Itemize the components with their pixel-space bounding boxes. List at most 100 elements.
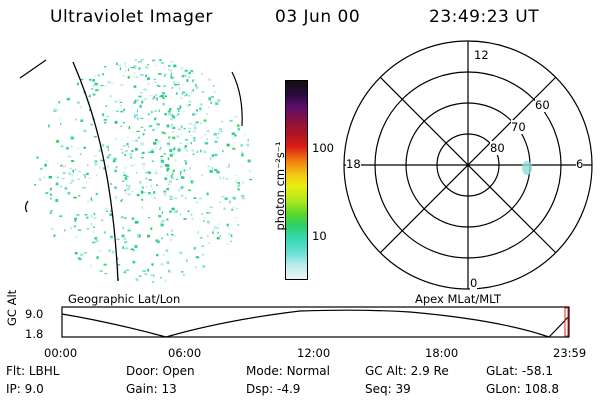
- emission-pixel: [178, 110, 180, 112]
- emission-pixel: [88, 95, 91, 97]
- emission-pixel: [50, 197, 52, 200]
- emission-pixel: [166, 168, 169, 172]
- emission-pixel: [172, 115, 176, 119]
- emission-pixel: [114, 169, 117, 172]
- emission-pixel: [160, 165, 163, 168]
- emission-pixel: [207, 166, 211, 168]
- emission-pixel: [183, 274, 185, 276]
- emission-pixel: [74, 252, 78, 255]
- emission-pixel: [190, 182, 194, 184]
- emission-pixel: [169, 195, 173, 199]
- emission-pixel: [69, 182, 73, 184]
- emission-pixel: [141, 59, 145, 61]
- emission-pixel: [148, 217, 151, 219]
- emission-pixel: [117, 265, 120, 268]
- emission-pixel: [190, 135, 192, 137]
- emission-pixel: [235, 217, 238, 219]
- emission-pixel: [130, 248, 134, 251]
- gain-field: Gain: 13: [126, 382, 177, 396]
- emission-pixel: [120, 148, 123, 150]
- emission-pixel: [209, 206, 213, 208]
- emission-pixel: [201, 91, 205, 93]
- emission-pixel: [152, 128, 155, 132]
- emission-pixel: [142, 162, 146, 166]
- emission-pixel: [128, 126, 131, 130]
- emission-pixel: [130, 190, 134, 193]
- emission-pixel: [148, 83, 150, 85]
- emission-pixel: [154, 172, 158, 175]
- emission-pixel: [171, 118, 173, 120]
- emission-pixel: [192, 130, 197, 133]
- emission-pixel: [206, 212, 210, 214]
- emission-pixel: [168, 65, 171, 67]
- emission-pixel: [234, 198, 236, 200]
- emission-pixel: [206, 192, 209, 196]
- altitude-plot-frame: [61, 306, 570, 338]
- emission-pixel: [62, 171, 66, 175]
- emission-pixel: [93, 212, 96, 216]
- emission-pixel: [181, 125, 183, 128]
- mlt-label-18: 18: [346, 157, 361, 171]
- emission-pixel: [140, 158, 144, 160]
- emission-pixel: [60, 122, 62, 125]
- emission-pixel: [87, 200, 89, 203]
- emission-pixel: [183, 147, 186, 150]
- emission-pixel: [241, 195, 245, 197]
- emission-pixel: [179, 87, 181, 90]
- emission-pixel: [228, 163, 230, 167]
- emission-pixel: [136, 116, 139, 119]
- emission-pixel: [172, 234, 176, 237]
- emission-pixel: [229, 120, 233, 122]
- emission-pixel: [127, 68, 129, 72]
- emission-pixel: [166, 219, 168, 221]
- emission-pixel: [105, 210, 108, 212]
- emission-pixel: [67, 155, 71, 158]
- emission-pixel: [154, 110, 157, 112]
- emission-pixel: [89, 177, 91, 180]
- colorbar-tick-100: 100: [312, 141, 334, 155]
- emission-pixel: [212, 231, 214, 234]
- emission-pixel: [109, 95, 112, 98]
- emission-pixel: [123, 108, 126, 111]
- emission-pixel: [234, 134, 237, 137]
- emission-pixel: [140, 142, 144, 146]
- emission-pixel: [109, 235, 113, 239]
- emission-pixel: [190, 180, 193, 183]
- emission-pixel: [173, 81, 175, 84]
- emission-pixel: [196, 201, 198, 203]
- emission-pixel: [237, 185, 240, 188]
- emission-pixel: [156, 184, 158, 186]
- altitude-curve: [61, 309, 570, 338]
- emission-pixel: [222, 149, 224, 152]
- emission-pixel: [164, 177, 168, 180]
- emission-pixel: [144, 129, 146, 131]
- emission-pixel: [180, 176, 185, 179]
- emission-pixel: [132, 140, 135, 143]
- current-time-marker: [564, 307, 569, 337]
- emission-pixel: [68, 172, 71, 175]
- emission-pixel: [67, 191, 71, 195]
- emission-pixel: [180, 134, 183, 136]
- emission-pixel: [147, 234, 150, 238]
- emission-pixel: [80, 253, 84, 257]
- emission-pixel: [92, 85, 94, 87]
- emission-pixel: [168, 180, 172, 183]
- emission-pixel: [152, 97, 155, 100]
- emission-pixel: [120, 125, 123, 127]
- emission-pixel: [195, 256, 200, 259]
- emission-pixel: [175, 92, 178, 95]
- emission-pixel: [114, 120, 118, 124]
- emission-pixel: [50, 193, 52, 196]
- emission-pixel: [124, 153, 126, 157]
- altitude-xtick-0: 00:00: [44, 346, 78, 360]
- emission-pixel: [124, 192, 128, 194]
- emission-pixel: [187, 210, 190, 213]
- emission-pixel: [108, 154, 112, 156]
- emission-pixel: [202, 265, 206, 268]
- emission-pixel: [133, 72, 136, 74]
- emission-pixel: [134, 99, 138, 102]
- emission-pixel: [55, 104, 58, 106]
- emission-pixel: [249, 178, 252, 181]
- emission-pixel: [167, 142, 170, 146]
- emission-pixel: [99, 166, 101, 169]
